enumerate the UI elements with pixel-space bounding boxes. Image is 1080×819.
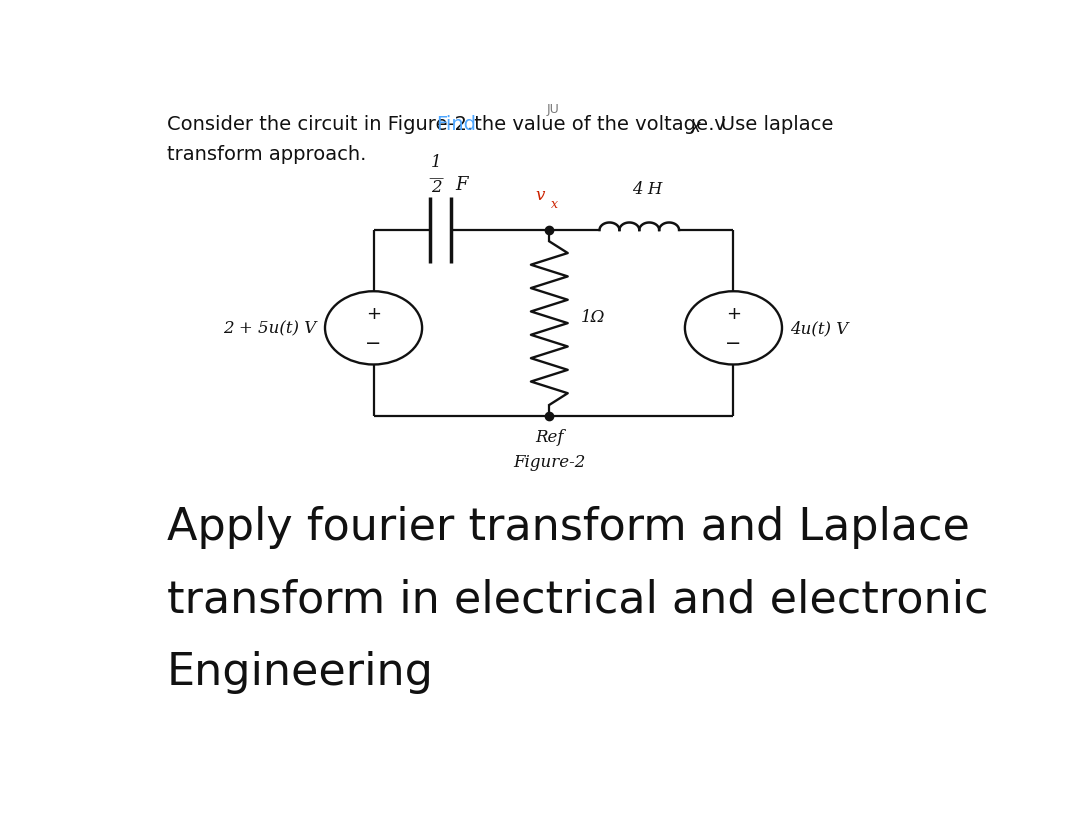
- Text: Figure-2: Figure-2: [513, 454, 585, 470]
- Text: +: +: [366, 305, 381, 323]
- Text: . Use laplace: . Use laplace: [702, 115, 834, 133]
- Text: the value of the voltage v: the value of the voltage v: [468, 115, 726, 133]
- Text: −: −: [365, 333, 381, 352]
- Text: F: F: [456, 176, 468, 193]
- Text: JU: JU: [548, 102, 559, 115]
- Text: transform in electrical and electronic: transform in electrical and electronic: [166, 577, 988, 621]
- Text: —: —: [429, 170, 444, 184]
- Text: v: v: [536, 188, 545, 204]
- Text: +: +: [726, 305, 741, 323]
- Text: transform approach.: transform approach.: [166, 145, 366, 164]
- Text: Apply fourier transform and Laplace: Apply fourier transform and Laplace: [166, 505, 970, 548]
- Text: Find: Find: [436, 115, 476, 133]
- Text: Ref: Ref: [535, 428, 564, 445]
- Text: −: −: [726, 333, 742, 352]
- Text: Consider the circuit in Figure-2.: Consider the circuit in Figure-2.: [166, 115, 480, 133]
- Text: 4u(t) V: 4u(t) V: [791, 320, 849, 337]
- Text: 2: 2: [431, 179, 442, 196]
- Text: Engineering: Engineering: [166, 650, 434, 693]
- Text: x: x: [551, 197, 558, 210]
- Text: x: x: [691, 118, 701, 136]
- Text: 4 H: 4 H: [633, 181, 663, 198]
- Text: 1Ω: 1Ω: [581, 309, 606, 326]
- Text: 2 + 5u(t) V: 2 + 5u(t) V: [224, 320, 316, 337]
- Text: 1: 1: [431, 154, 442, 171]
